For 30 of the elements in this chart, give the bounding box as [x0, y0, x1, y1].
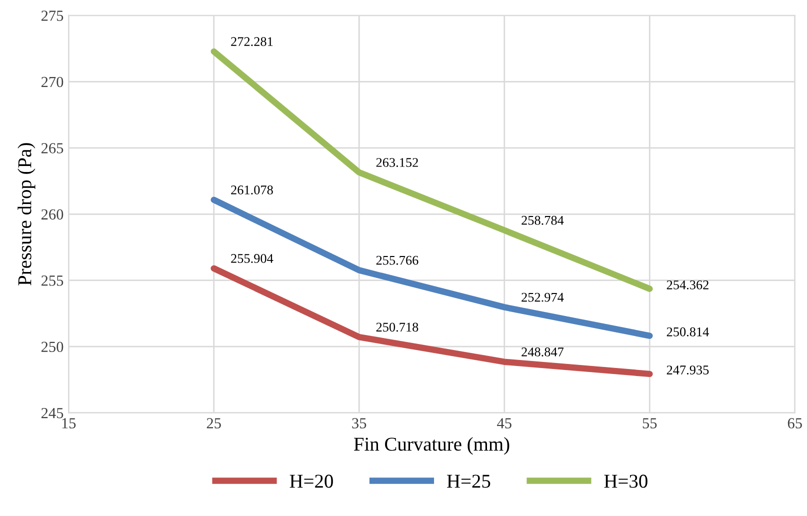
data-label: 255.904 [231, 254, 274, 263]
x-tick-label: 45 [497, 418, 512, 428]
data-label: 250.718 [376, 322, 418, 332]
legend-label: H=30 [604, 474, 648, 488]
data-label: 263.152 [376, 158, 418, 167]
y-tick-label: 270 [41, 76, 64, 88]
data-label: 248.847 [522, 347, 564, 356]
x-tick-label: 35 [352, 418, 366, 428]
data-label: 272.281 [231, 37, 273, 46]
x-axis-title: Fin Curvature (mm) [354, 437, 510, 455]
data-label: 247.935 [666, 366, 709, 375]
y-tick-label: 265 [41, 143, 64, 154]
y-tick-label: 260 [41, 209, 64, 220]
x-tick-label: 65 [788, 418, 802, 428]
y-tick-label: 250 [41, 342, 64, 352]
x-tick-label: 25 [206, 418, 221, 428]
data-label: 255.766 [376, 256, 418, 265]
data-label: 258.784 [522, 216, 564, 225]
x-tick-label: 15 [62, 418, 76, 428]
y-axis-title: Pressure drop (Pa) [18, 143, 36, 286]
y-tick-label: 275 [41, 10, 64, 21]
data-label: 250.814 [666, 327, 709, 336]
data-label: 261.078 [231, 186, 273, 194]
data-label: 252.974 [522, 292, 564, 302]
legend-label: H=20 [290, 474, 333, 488]
y-tick-label: 245 [41, 408, 64, 418]
x-tick-label: 55 [642, 418, 657, 428]
legend-label: H=25 [447, 474, 490, 488]
data-label: 254.362 [666, 280, 708, 290]
y-tick-label: 255 [41, 276, 64, 286]
